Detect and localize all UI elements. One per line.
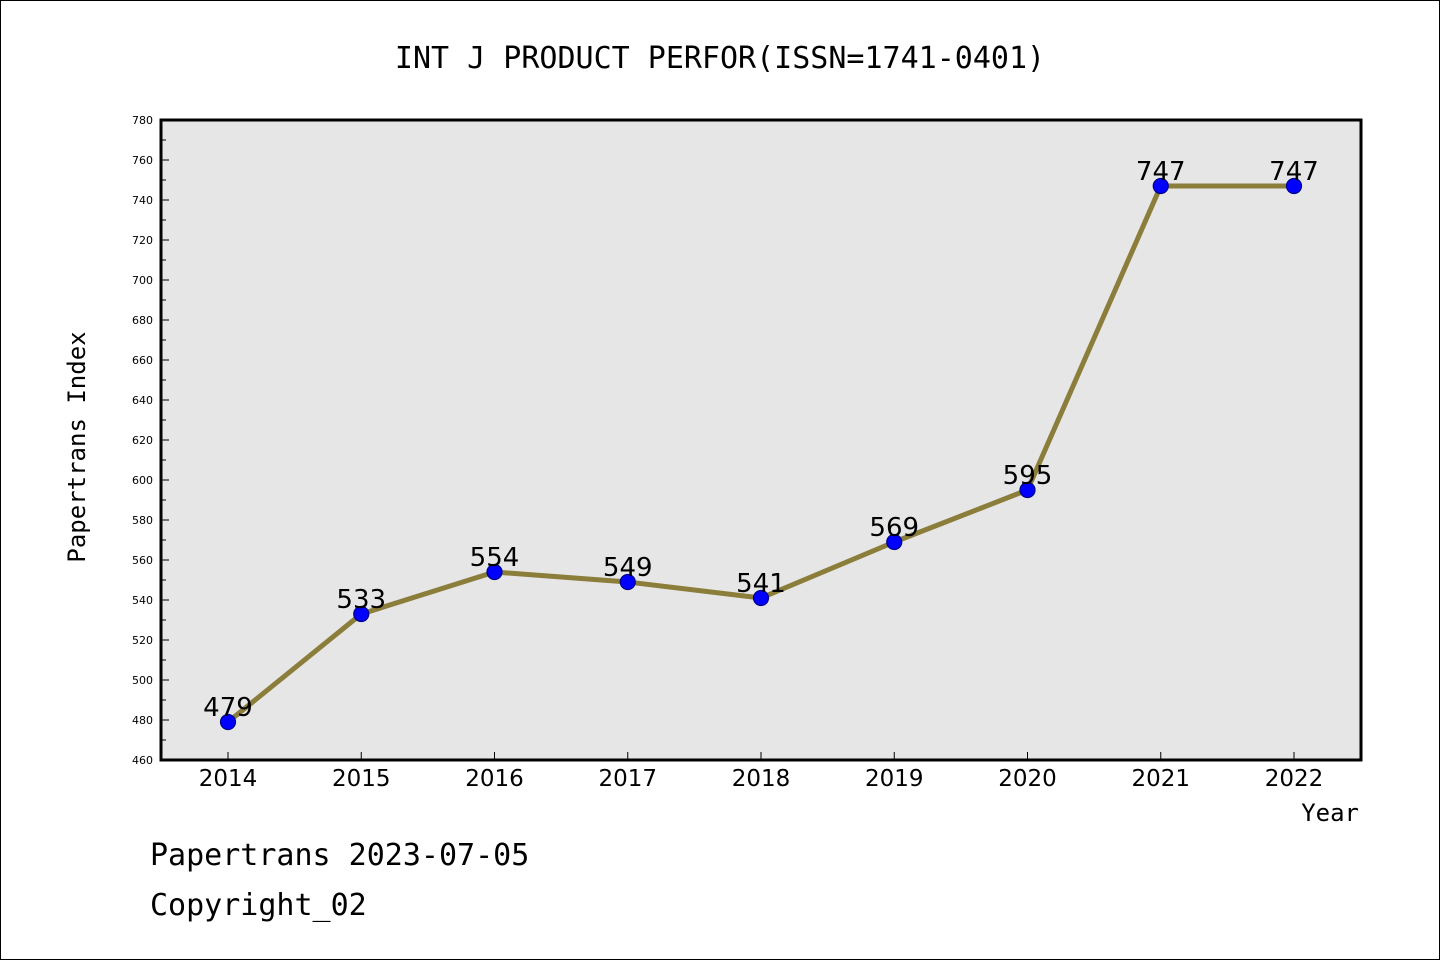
data-label: 569 — [869, 513, 919, 543]
data-markers — [219, 177, 1303, 731]
data-point — [353, 605, 370, 623]
y-axis: 460 480 500 520 540 560 580 600 620 640 660 680 700 7… — [132, 114, 169, 767]
data-labels: 479 533 554 549 541 569 595 747 747 — [203, 157, 1319, 723]
y-tick-label: 780 — [132, 114, 153, 127]
y-axis-label: Papertrans Index — [63, 331, 91, 562]
x-tick-label: 2017 — [598, 766, 657, 792]
y-tick-label: 640 — [132, 394, 153, 407]
y-tick-label: 700 — [132, 274, 153, 287]
x-axis: 2014 2015 2016 2017 2018 2019 2020 2021 2022 — [199, 752, 1324, 792]
y-tick-label: 740 — [132, 194, 153, 207]
data-label: 747 — [1269, 157, 1319, 187]
y-tick-label: 580 — [132, 514, 153, 527]
data-point — [886, 533, 903, 551]
data-point — [486, 563, 503, 581]
data-label: 554 — [470, 543, 520, 573]
x-tick-label: 2019 — [865, 766, 924, 792]
footer-copyright: Copyright_02 — [150, 888, 367, 923]
y-tick-label: 600 — [132, 474, 153, 487]
y-tick-label: 660 — [132, 354, 153, 367]
data-label: 747 — [1136, 157, 1186, 187]
y-tick-label: 760 — [132, 154, 153, 167]
y-tick-label: 560 — [132, 554, 153, 567]
x-tick-label: 2014 — [199, 766, 258, 792]
data-point — [219, 713, 237, 731]
x-tick-label: 2016 — [465, 766, 524, 792]
data-point — [1285, 177, 1303, 195]
x-tick-label: 2021 — [1131, 766, 1190, 792]
y-tick-label: 680 — [132, 314, 153, 327]
data-point — [752, 589, 770, 607]
x-tick-label: 2018 — [732, 766, 791, 792]
x-axis-label: Year — [1301, 799, 1359, 827]
y-tick-label: 520 — [132, 634, 153, 647]
y-tick-label: 480 — [132, 714, 153, 727]
data-point — [619, 573, 636, 591]
y-tick-label: 720 — [132, 234, 153, 247]
y-tick-label: 620 — [132, 434, 153, 447]
chart-title: INT J PRODUCT PERFOR(ISSN=1741-0401) — [395, 41, 1045, 76]
plot-area — [159, 118, 1363, 762]
data-label: 533 — [336, 585, 386, 615]
data-label: 549 — [603, 553, 653, 583]
data-label: 541 — [736, 569, 786, 599]
data-label: 479 — [203, 693, 253, 723]
x-tick-label: 2022 — [1265, 766, 1324, 792]
y-tick-label: 500 — [132, 674, 153, 687]
data-point — [1152, 177, 1169, 195]
y-tick-label: 460 — [132, 754, 153, 767]
data-label: 595 — [1003, 461, 1053, 491]
y-tick-label: 540 — [132, 594, 153, 607]
x-tick-label: 2015 — [332, 766, 391, 792]
footer-date: Papertrans 2023-07-05 — [150, 838, 529, 873]
x-tick-label: 2020 — [998, 766, 1057, 792]
data-point — [1019, 481, 1036, 499]
